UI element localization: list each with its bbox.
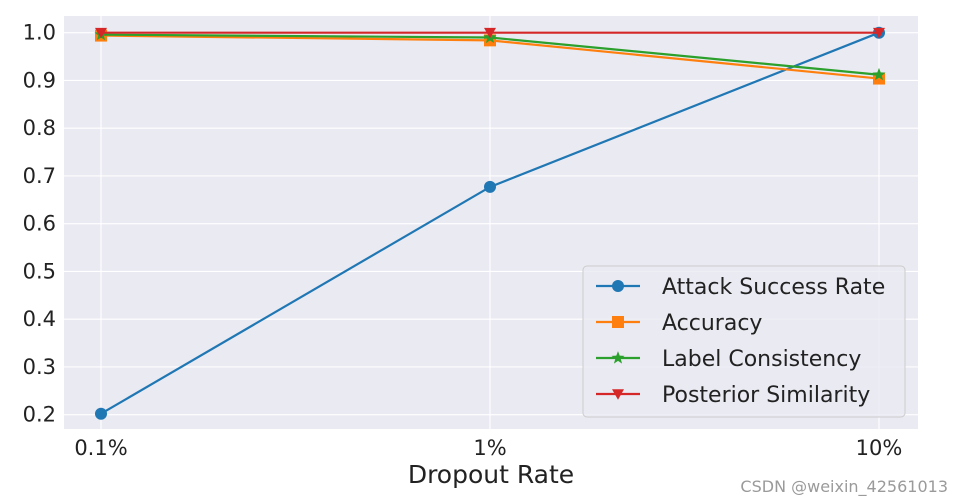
watermark-text: CSDN @weixin_42561013 (740, 477, 948, 497)
y-tick-label: 0.3 (23, 355, 56, 379)
y-tick-label: 0.8 (23, 116, 56, 140)
legend-item: Attack Success Rate (596, 275, 885, 300)
x-tick-label: 0.1% (74, 436, 127, 460)
y-tick-label: 0.7 (23, 164, 56, 188)
x-axis-label: Dropout Rate (408, 460, 574, 489)
legend: Attack Success Rate Accuracy Label Consist… (582, 265, 906, 418)
y-tick-label: 0.9 (23, 68, 56, 92)
legend-marker (612, 316, 624, 328)
legend-label: Accuracy (662, 311, 762, 336)
x-tick-label: 10% (856, 436, 903, 460)
y-axis-ticks: 0.2 0.3 0.4 0.5 0.6 0.7 0.8 0.9 1.0 (23, 21, 56, 427)
legend-label: Posterior Similarity (662, 383, 870, 408)
y-tick-label: 0.6 (23, 212, 56, 236)
y-tick-label: 0.5 (23, 259, 56, 283)
legend-item: Accuracy (596, 311, 762, 336)
y-tick-label: 1.0 (23, 21, 56, 45)
data-point (95, 27, 107, 39)
legend-label: Attack Success Rate (662, 275, 885, 300)
data-point (873, 27, 885, 39)
series-4 (95, 27, 885, 39)
legend-marker (611, 351, 625, 364)
y-tick-label: 0.4 (23, 307, 56, 331)
data-point (484, 27, 496, 39)
legend-marker (612, 389, 624, 400)
data-point (484, 180, 496, 193)
data-point (95, 407, 107, 420)
x-tick-label: 1% (473, 436, 506, 460)
legend-item: Label Consistency (596, 347, 861, 372)
legend-box (582, 265, 906, 418)
legend-label: Label Consistency (662, 347, 861, 372)
series-group (94, 26, 886, 420)
legend-marker (612, 280, 624, 292)
y-tick-label: 0.2 (23, 403, 56, 427)
data-point (872, 67, 886, 81)
x-axis-ticks: 0.1% 1% 10% (74, 436, 902, 460)
legend-item: Posterior Similarity (596, 383, 870, 408)
